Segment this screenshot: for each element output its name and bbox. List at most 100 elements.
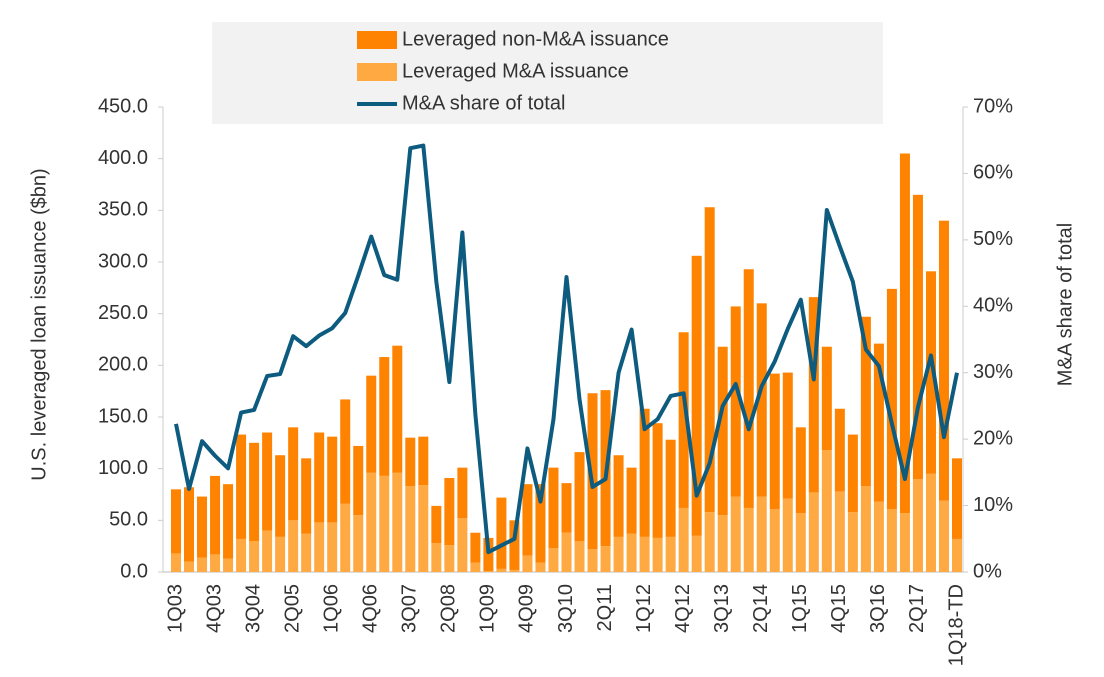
bar <box>704 512 715 572</box>
bar <box>379 357 390 476</box>
x-tick-label: 4Q06 <box>360 584 382 633</box>
bar <box>210 475 221 555</box>
y-tick-label: 150.0 <box>98 405 148 427</box>
legend-swatch <box>357 63 397 81</box>
bar <box>886 288 897 509</box>
y-tick-label: 0.0 <box>120 560 148 582</box>
bar <box>288 427 299 521</box>
x-tick-label: 3Q13 <box>711 584 733 633</box>
bar <box>808 297 819 493</box>
bar <box>769 508 780 572</box>
bar <box>223 558 234 572</box>
bar <box>938 220 949 501</box>
bar <box>691 255 702 536</box>
bar <box>171 553 181 572</box>
x-tick-label: 1Q03 <box>164 584 186 633</box>
x-tick-label: 4Q12 <box>672 584 694 633</box>
bar <box>470 562 481 572</box>
bar <box>886 508 897 572</box>
bar <box>678 332 689 508</box>
bar <box>418 436 429 486</box>
bar <box>665 536 676 572</box>
bar <box>756 496 767 572</box>
x-tick-label: 2Q08 <box>438 584 460 633</box>
bar <box>249 442 260 541</box>
x-tick-label: 1Q06 <box>320 584 342 633</box>
bar <box>626 467 637 534</box>
legend-label: M&A share of total <box>402 92 565 114</box>
bar <box>600 546 611 572</box>
share-line <box>174 143 959 555</box>
bar <box>301 458 312 534</box>
y2-tick-label: 20% <box>973 427 1013 449</box>
y2-tick-label: 50% <box>973 228 1013 250</box>
bar <box>444 545 455 572</box>
bar <box>483 570 494 572</box>
bar <box>561 532 572 572</box>
bar <box>223 484 234 559</box>
bar <box>353 445 364 516</box>
x-tick-label: 4Q03 <box>203 584 225 633</box>
bar <box>587 393 598 550</box>
legend-label: Leveraged M&A issuance <box>402 60 629 82</box>
x-tick-label: 4Q15 <box>828 584 850 633</box>
x-tick-label: 3Q10 <box>555 584 577 633</box>
bar <box>418 485 429 572</box>
bar <box>925 473 936 572</box>
bar <box>704 207 715 513</box>
bar <box>795 513 806 572</box>
y-tick-label: 200.0 <box>98 354 148 376</box>
bar <box>873 501 884 572</box>
x-tick-label: 1Q18-TD <box>945 584 967 666</box>
bar <box>691 535 702 572</box>
bar <box>470 532 481 563</box>
bar <box>717 346 728 516</box>
bar <box>522 484 533 556</box>
bar <box>314 432 325 523</box>
bar <box>652 537 663 572</box>
bar <box>522 555 533 572</box>
bar <box>613 455 624 537</box>
bar <box>873 343 884 502</box>
bar <box>574 541 585 572</box>
bar <box>353 515 364 572</box>
bar <box>496 497 507 569</box>
bar <box>756 303 767 497</box>
bar <box>405 486 416 572</box>
bar <box>483 537 494 571</box>
bar <box>457 518 468 572</box>
bar <box>184 487 195 562</box>
bar <box>561 483 572 533</box>
y2-tick-label: 30% <box>973 361 1013 383</box>
bar <box>847 434 858 513</box>
bar <box>457 467 468 519</box>
y-tick-label: 250.0 <box>98 302 148 324</box>
bar <box>262 530 273 572</box>
y2-tick-label: 70% <box>973 95 1013 117</box>
legend-label: Leveraged non-M&A issuance <box>402 28 669 50</box>
bar <box>535 484 546 563</box>
bar <box>275 536 286 572</box>
bar <box>431 505 442 544</box>
bar <box>769 373 780 509</box>
bar <box>782 498 793 572</box>
bar <box>952 458 962 539</box>
bar <box>197 557 208 572</box>
y2-tick-label: 0% <box>973 560 1002 582</box>
legend-swatch <box>357 31 397 49</box>
x-tick-label: 2Q14 <box>750 584 772 633</box>
bar <box>808 492 819 572</box>
bar <box>366 375 377 473</box>
bar <box>665 439 676 537</box>
bar <box>535 562 546 572</box>
bar <box>184 561 195 572</box>
bar <box>548 548 559 572</box>
y-tick-label: 400.0 <box>98 147 148 169</box>
bar <box>509 569 520 572</box>
bar <box>652 423 663 538</box>
x-tick-label: 2Q05 <box>281 584 303 633</box>
bar <box>236 538 247 572</box>
x-tick-label: 4Q09 <box>516 584 538 633</box>
bar <box>327 522 338 572</box>
y2-tick-label: 10% <box>973 494 1013 516</box>
